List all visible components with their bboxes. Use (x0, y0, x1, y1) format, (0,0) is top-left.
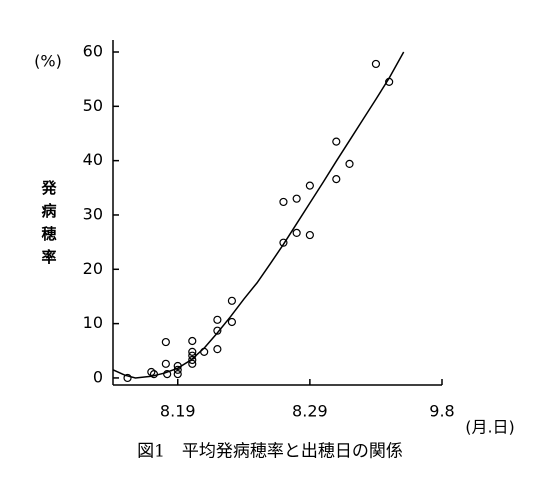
data-point (332, 175, 341, 184)
y-tick-label: 10 (83, 313, 103, 332)
data-point (213, 315, 222, 324)
y-tick-label: 50 (83, 96, 103, 115)
data-point (188, 355, 197, 365)
data-point (188, 359, 197, 368)
data-point (161, 359, 170, 368)
x-unit: (月.日) (465, 418, 515, 437)
data-point (188, 347, 197, 356)
data-point (371, 59, 381, 69)
data-point (161, 337, 170, 347)
y-tick-label: 40 (83, 150, 103, 169)
data-point (305, 230, 314, 240)
fit-curve (112, 51, 405, 379)
data-point (279, 197, 288, 207)
y-tick-label: 0 (93, 367, 103, 386)
data-point (332, 137, 341, 146)
data-point (147, 367, 156, 377)
data-point (345, 159, 354, 169)
y-unit: (%) (34, 52, 62, 71)
data-point (292, 194, 301, 203)
y-tick-label: 20 (83, 259, 103, 278)
data-point (123, 373, 132, 383)
data-point (163, 370, 172, 379)
data-point (279, 238, 288, 247)
data-point (173, 370, 182, 379)
data-point (227, 296, 237, 305)
y-tick-label: 30 (83, 204, 103, 223)
y-axis-label: 発病穂率 (40, 179, 58, 272)
x-tick-label: 9.8 (429, 402, 454, 421)
x-tick-label: 8.19 (160, 402, 196, 421)
data-point (292, 228, 301, 237)
y-tick-label: 60 (83, 42, 103, 61)
caption: 図1 平均発病穂率と出穂日の関係 (137, 442, 403, 462)
data-point (188, 336, 197, 346)
data-point (213, 326, 222, 335)
x-tick-label: 8.29 (292, 402, 328, 421)
data-point (305, 181, 314, 190)
data-point (227, 317, 237, 327)
data-point (213, 345, 222, 354)
